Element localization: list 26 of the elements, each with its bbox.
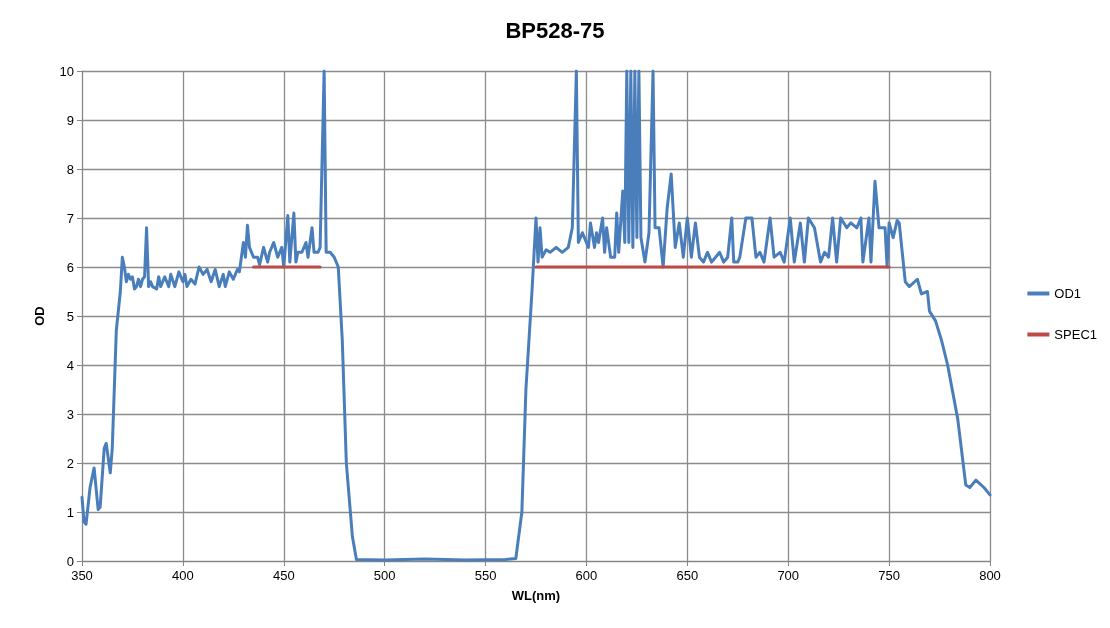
- x-tick-label: 750: [878, 568, 900, 583]
- x-tick-label: 450: [272, 568, 295, 583]
- y-tick-label: 0: [66, 553, 74, 569]
- chart-title: BP528-75: [505, 17, 605, 43]
- y-axis-title: OD: [32, 306, 47, 326]
- y-tick-label: 8: [66, 161, 74, 177]
- y-tick-label: 6: [66, 259, 74, 275]
- x-tick-label: 600: [575, 568, 598, 583]
- y-tick-label: 1: [66, 504, 74, 520]
- legend-label: SPEC1: [1054, 327, 1098, 342]
- legend-label: OD1: [1054, 286, 1082, 301]
- y-tick-label: 7: [66, 210, 74, 226]
- y-tick-label: 4: [66, 357, 74, 373]
- x-tick-label: 650: [676, 568, 699, 583]
- x-tick-label: 800: [979, 568, 1001, 583]
- y-tick-label: 5: [66, 308, 74, 324]
- x-tick-label: 400: [172, 568, 194, 583]
- x-tick-label: 350: [71, 568, 93, 583]
- x-tick-label: 500: [373, 568, 396, 583]
- y-tick-label: 3: [66, 406, 74, 422]
- y-tick-label: 10: [59, 63, 74, 79]
- y-tick-label: 2: [66, 455, 74, 471]
- y-tick-label: 9: [66, 112, 74, 128]
- x-tick-label: 700: [777, 568, 800, 583]
- x-axis-title: WL(nm): [511, 588, 561, 603]
- x-tick-label: 550: [474, 568, 497, 583]
